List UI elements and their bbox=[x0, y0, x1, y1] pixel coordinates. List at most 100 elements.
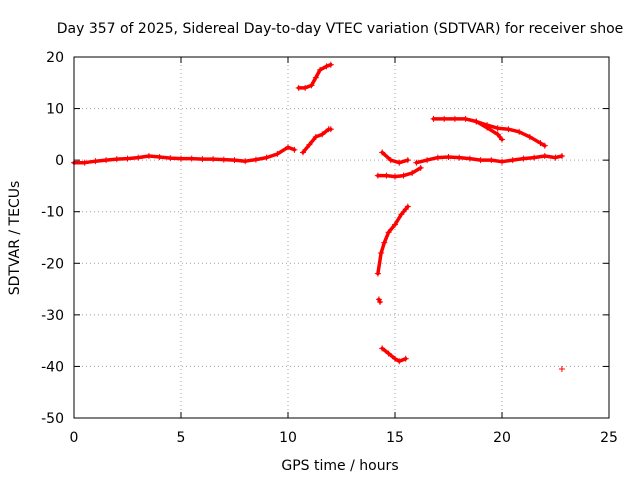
data-point bbox=[441, 115, 448, 122]
y-tick-label: 20 bbox=[46, 50, 64, 66]
data-point bbox=[385, 229, 392, 236]
data-point bbox=[537, 140, 544, 147]
data-point bbox=[499, 158, 505, 165]
data-point bbox=[541, 142, 548, 149]
data-point bbox=[263, 154, 270, 161]
series-upper-segment-b bbox=[430, 115, 548, 149]
x-tick-label: 25 bbox=[600, 430, 618, 446]
data-point bbox=[302, 84, 309, 91]
data-point bbox=[285, 144, 291, 151]
data-point bbox=[499, 136, 505, 143]
series-drop-15h bbox=[374, 203, 411, 277]
data-point bbox=[383, 172, 390, 179]
data-point bbox=[145, 153, 152, 160]
data-point bbox=[424, 157, 431, 164]
data-point bbox=[375, 296, 382, 303]
x-tick-label: 5 bbox=[177, 430, 186, 446]
y-axis-title: SDTVAR / TECUs bbox=[7, 181, 23, 296]
data-point bbox=[494, 131, 501, 138]
data-point bbox=[323, 63, 330, 70]
data-point bbox=[81, 159, 88, 166]
data-point bbox=[295, 84, 302, 91]
data-point bbox=[477, 157, 484, 164]
data-point bbox=[299, 149, 306, 156]
y-tick-label: -10 bbox=[41, 205, 64, 221]
data-point bbox=[306, 141, 313, 148]
data-point bbox=[167, 155, 174, 162]
axes: 0 5 10 15 20 25 -50 -40 -30 -20 -10 0 10 20 bbox=[41, 50, 618, 446]
data-point bbox=[327, 61, 334, 68]
series-line bbox=[380, 150, 410, 165]
data-point bbox=[379, 345, 386, 352]
series-noon-rise bbox=[299, 126, 334, 156]
data-point bbox=[520, 155, 527, 162]
x-axis-title: GPS time / hours bbox=[281, 458, 398, 474]
data-point bbox=[558, 366, 565, 373]
data-point bbox=[462, 115, 469, 122]
plot-frame bbox=[73, 56, 610, 419]
data-point bbox=[291, 146, 298, 153]
y-tick-label: -30 bbox=[41, 308, 64, 324]
y-tick-label: -40 bbox=[41, 359, 64, 375]
data-point bbox=[484, 124, 491, 131]
series-trough-38 bbox=[379, 345, 409, 365]
x-tick-label: 15 bbox=[386, 430, 404, 446]
data-point bbox=[210, 156, 217, 163]
data-point bbox=[199, 156, 206, 163]
data-point bbox=[385, 350, 392, 357]
data-point bbox=[317, 66, 324, 73]
data-point bbox=[445, 154, 452, 161]
data-point bbox=[242, 158, 249, 165]
data-point bbox=[378, 249, 385, 256]
data-point bbox=[396, 159, 403, 166]
data-point bbox=[552, 154, 559, 161]
series-line bbox=[380, 346, 408, 364]
series-line bbox=[376, 204, 410, 276]
x-tick-label: 10 bbox=[279, 430, 297, 446]
data-point bbox=[473, 118, 480, 125]
data-point bbox=[377, 298, 384, 305]
series-crossing-branch bbox=[473, 118, 505, 143]
data-point bbox=[541, 153, 548, 160]
data-point bbox=[381, 239, 388, 246]
series-isolated-point bbox=[558, 366, 565, 373]
data-point bbox=[103, 157, 110, 164]
data-point bbox=[402, 355, 409, 362]
data-point bbox=[531, 154, 538, 161]
series-pass-14h-upper bbox=[379, 149, 411, 166]
data-point bbox=[417, 164, 424, 171]
data-point bbox=[374, 172, 381, 179]
x-tick-label: 0 bbox=[70, 430, 79, 446]
data-point bbox=[327, 126, 334, 133]
data-point bbox=[400, 172, 407, 179]
chart-title: Day 357 of 2025, Sidereal Day-to-day VTE… bbox=[57, 21, 624, 37]
data-series bbox=[71, 61, 565, 373]
data-point bbox=[392, 355, 398, 362]
series-line bbox=[72, 145, 297, 165]
data-point bbox=[124, 155, 131, 162]
data-point bbox=[505, 126, 512, 133]
data-point bbox=[451, 115, 458, 122]
data-point bbox=[319, 131, 326, 138]
data-point bbox=[413, 159, 420, 166]
data-point bbox=[387, 157, 394, 164]
data-point bbox=[374, 270, 381, 277]
data-point bbox=[274, 150, 281, 157]
data-point bbox=[516, 128, 523, 135]
data-point bbox=[396, 358, 403, 365]
data-point bbox=[404, 203, 411, 210]
data-point bbox=[178, 155, 184, 162]
data-point bbox=[156, 154, 163, 161]
data-point bbox=[456, 154, 463, 161]
data-point bbox=[379, 149, 386, 156]
data-point bbox=[392, 173, 398, 180]
series-line bbox=[474, 119, 504, 142]
data-point bbox=[220, 156, 227, 163]
y-tick-label: 0 bbox=[55, 153, 64, 169]
data-point bbox=[430, 115, 437, 122]
data-point bbox=[312, 74, 319, 81]
series-isolated-27 bbox=[375, 296, 384, 305]
data-point bbox=[434, 154, 441, 161]
data-point bbox=[113, 156, 120, 163]
